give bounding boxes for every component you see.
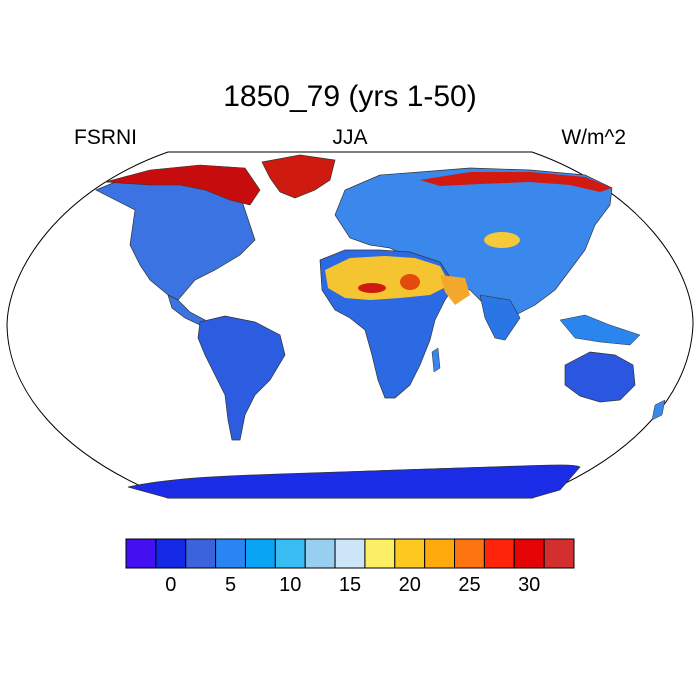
season-label: JJA: [332, 126, 368, 149]
colorbar-tick-label: 5: [224, 574, 237, 596]
tibet: [484, 232, 520, 248]
arabia: [440, 275, 470, 305]
colorbar-box: [334, 538, 366, 569]
colorbar-box: [424, 538, 456, 569]
colorbar-box: [394, 538, 426, 569]
colorbar-box: [364, 538, 396, 569]
colorbar-box: [125, 538, 157, 569]
map-title: 1850_79 (yrs 1-50): [223, 80, 477, 113]
sahara: [325, 256, 450, 300]
new-zealand: [651, 399, 666, 421]
colorbar-tick-label: 30: [518, 574, 541, 596]
colorbar-box: [274, 538, 306, 569]
south-america: [197, 315, 286, 441]
sahara-hotspot-west: [358, 283, 386, 293]
colorbar-tick-label: 25: [458, 574, 481, 596]
colorbar-box: [543, 538, 575, 569]
se-asia-islands: [559, 314, 641, 346]
greenland: [261, 154, 336, 199]
colorbar-box: [454, 538, 485, 569]
colorbar-box: [304, 538, 336, 569]
madagascar: [431, 347, 441, 373]
colorbar-box: [483, 538, 515, 569]
colorbar-tick-label: 15: [338, 574, 362, 596]
colorbar-box: [244, 538, 276, 569]
antarctica: [127, 464, 581, 499]
colorbar-box: [185, 538, 217, 569]
colorbar-box: [155, 538, 187, 569]
eurasia-arctic-coast: [420, 172, 612, 192]
sahara-hotspot-east: [400, 274, 420, 290]
colorbar-box: [215, 538, 246, 569]
australia: [564, 351, 636, 403]
india: [479, 294, 521, 341]
colorbar-box: [513, 538, 545, 569]
colorbar-tick-label: 0: [165, 574, 177, 596]
units-label: W/m^2: [561, 126, 626, 149]
colorbar-tick-label: 10: [279, 574, 302, 596]
arctic-islands: [104, 164, 261, 206]
colorbar: [125, 538, 575, 569]
colorbar-tick-label: 20: [398, 574, 421, 596]
variable-label: FSRNI: [74, 126, 137, 149]
